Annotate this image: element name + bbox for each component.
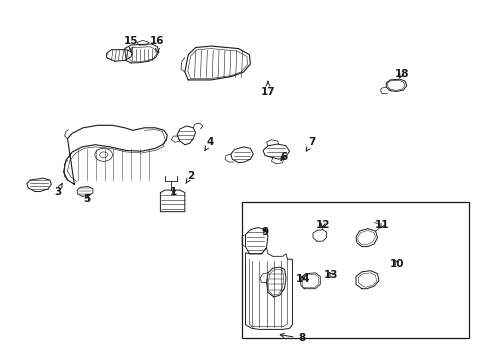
Text: 15: 15 — [123, 36, 138, 52]
Text: 17: 17 — [260, 81, 275, 97]
Text: 9: 9 — [262, 227, 268, 237]
Text: 1: 1 — [170, 186, 177, 197]
Text: 16: 16 — [150, 36, 164, 52]
Text: 13: 13 — [324, 270, 338, 280]
Bar — [242, 202, 468, 338]
Text: 6: 6 — [280, 152, 286, 162]
Text: 2: 2 — [185, 171, 194, 184]
Text: 5: 5 — [83, 194, 90, 204]
Text: 18: 18 — [394, 69, 408, 79]
Text: 11: 11 — [374, 220, 389, 230]
Text: 14: 14 — [295, 274, 310, 284]
Text: 7: 7 — [305, 137, 315, 151]
Text: 4: 4 — [204, 137, 214, 150]
Text: 3: 3 — [54, 184, 62, 197]
Text: 10: 10 — [389, 258, 404, 269]
Text: 8: 8 — [280, 333, 305, 343]
Text: 12: 12 — [315, 220, 329, 230]
